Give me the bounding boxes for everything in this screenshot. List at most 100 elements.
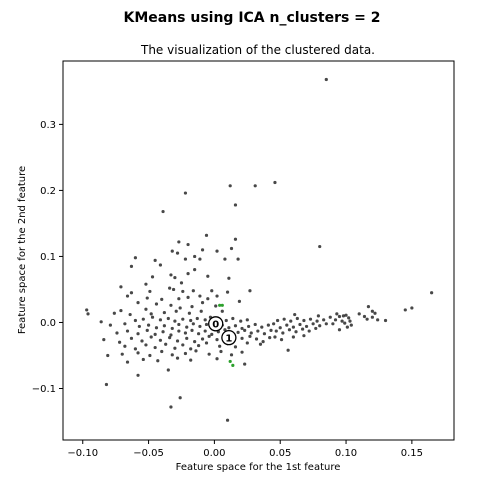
- scatter-point: [383, 318, 388, 323]
- scatter-point: [166, 316, 170, 321]
- scatter-point: [345, 325, 349, 329]
- scatter-point: [164, 342, 168, 346]
- scatter-point: [219, 349, 223, 354]
- scatter-point: [240, 336, 244, 340]
- scatter-point: [173, 346, 177, 350]
- scatter-point: [328, 315, 332, 319]
- scatter-point: [129, 336, 134, 340]
- scatter-point: [229, 353, 234, 357]
- scatter-point: [291, 325, 295, 329]
- scatter-point: [307, 329, 311, 333]
- scatter-point: [376, 318, 380, 322]
- scatter-point: [206, 297, 210, 301]
- scatter-point: [207, 352, 211, 356]
- scatter-point: [129, 291, 134, 295]
- scatter-point: [171, 287, 176, 292]
- scatter-point: [177, 322, 181, 327]
- scatter-point: [322, 318, 326, 322]
- scatter-point: [187, 311, 191, 315]
- scatter-point: [125, 329, 130, 333]
- scatter-point: [125, 294, 130, 298]
- scatter-point: [282, 317, 286, 321]
- scatter-point: [162, 324, 166, 328]
- cluster-center-label: 1: [225, 333, 232, 344]
- scatter-point: [233, 237, 238, 241]
- scatter-point: [331, 322, 335, 326]
- scatter-point: [178, 396, 182, 400]
- scatter-point: [204, 233, 209, 237]
- scatter-point: [272, 322, 276, 326]
- scatter-point: [99, 320, 103, 324]
- scatter-point: [200, 337, 205, 341]
- scatter-point: [245, 318, 249, 322]
- scatter-point: [193, 254, 197, 259]
- scatter-point: [161, 330, 165, 334]
- scatter-point: [200, 301, 205, 305]
- scatter-point: [344, 313, 348, 317]
- scatter-point: [148, 353, 152, 358]
- scatter-point: [154, 302, 159, 306]
- scatter-point: [295, 316, 299, 321]
- x-axis-label: Feature space for the 1st feature: [176, 462, 341, 473]
- scatter-point: [357, 312, 361, 316]
- scatter-point: [177, 240, 181, 244]
- scatter-point: [253, 184, 257, 188]
- x-tick-label: 0.00: [203, 448, 225, 459]
- scatter-point: [248, 289, 252, 293]
- scatter-point: [249, 331, 253, 335]
- scatter-point: [85, 308, 89, 312]
- scatter-point: [218, 344, 222, 348]
- scatter-point: [149, 335, 153, 339]
- scatter-point: [314, 326, 318, 331]
- scatter-point: [302, 334, 306, 338]
- scatter-point: [229, 246, 234, 251]
- scatter-point: [240, 326, 244, 331]
- scatter-point: [133, 347, 138, 351]
- scatter-point: [203, 329, 207, 333]
- scatter-point: [243, 328, 247, 332]
- scatter-point: [231, 316, 235, 321]
- scatter-point: [125, 360, 130, 364]
- scatter-point: [141, 357, 145, 362]
- scatter-point: [153, 345, 157, 350]
- scatter-point: [337, 328, 342, 332]
- scatter-point: [193, 340, 197, 344]
- y-tick-label: 0.1: [40, 252, 56, 263]
- scatter-point: [178, 306, 182, 310]
- scatter-point: [243, 362, 247, 366]
- scatter-point: [185, 336, 189, 340]
- scatter-point: [183, 191, 188, 195]
- scatter-point: [190, 305, 194, 309]
- scatter-point: [136, 351, 140, 355]
- x-tick-label: −0.10: [67, 448, 98, 459]
- plot-area: 01: [62, 60, 455, 441]
- scatter-point: [129, 264, 134, 268]
- cluster-center-label: 0: [212, 319, 219, 330]
- scatter-point: [186, 295, 190, 299]
- scatter-point: [200, 248, 205, 252]
- y-tick-label: 0.0: [40, 318, 56, 329]
- scatter-point: [341, 314, 346, 318]
- scatter-point: [158, 263, 163, 267]
- scatter-point: [274, 329, 278, 333]
- scatter-point: [210, 332, 214, 336]
- scatter-point: [337, 314, 342, 319]
- scatter-point: [324, 77, 328, 82]
- scatter-point: [236, 330, 240, 334]
- scatter-point: [275, 318, 280, 323]
- scatter-point: [141, 317, 145, 321]
- scatter-point: [316, 314, 321, 318]
- scatter-point: [106, 353, 110, 358]
- scatter-point: [181, 317, 185, 321]
- scatter-point: [198, 294, 202, 298]
- scatter-point: [136, 301, 140, 305]
- x-tick-label: 0.15: [401, 448, 423, 459]
- scatter-point: [162, 310, 166, 315]
- scatter-point: [302, 318, 306, 323]
- scatter-point: [370, 309, 374, 313]
- scatter-point: [136, 373, 140, 377]
- scatter-point: [258, 342, 263, 346]
- scatter-point: [348, 319, 352, 323]
- scatter-point: [177, 329, 181, 333]
